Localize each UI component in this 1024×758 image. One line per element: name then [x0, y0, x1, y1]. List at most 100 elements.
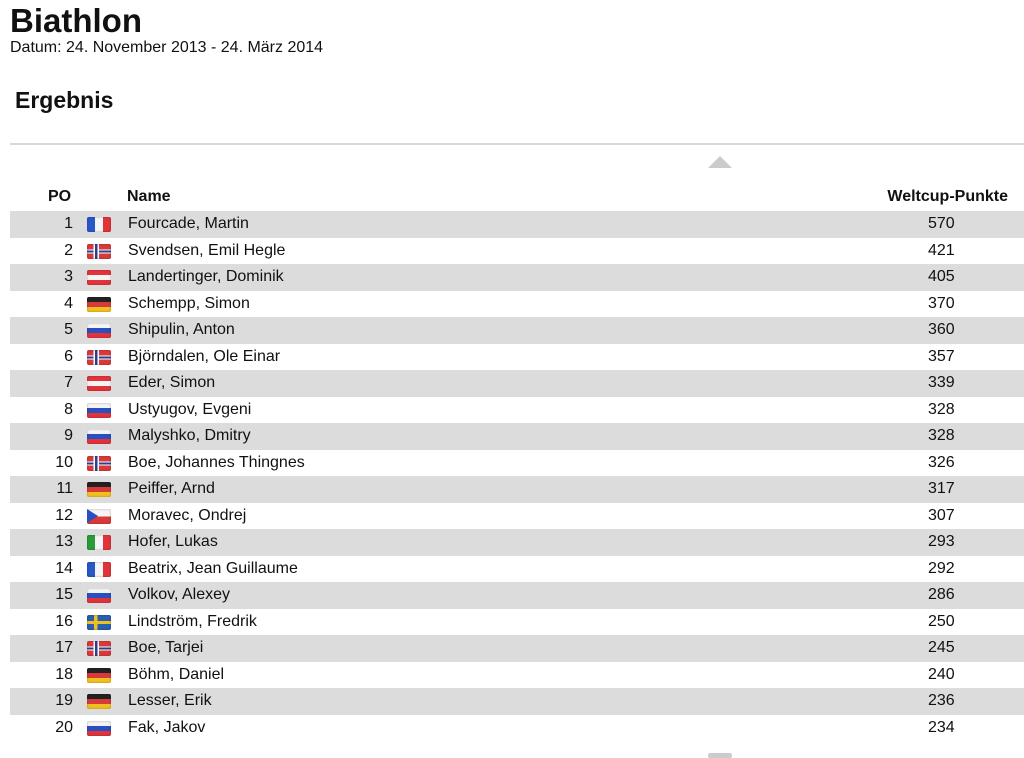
athlete-name[interactable]: Eder, Simon	[128, 374, 216, 391]
athlete-name[interactable]: Shipulin, Anton	[128, 321, 235, 338]
table-row[interactable]: 16 Lindström, Fredrik 250	[10, 609, 1024, 636]
position: 10	[55, 453, 73, 471]
header-pos[interactable]: PO	[48, 188, 72, 205]
athlete-name[interactable]: Peiffer, Arnd	[128, 480, 215, 497]
flag-cze-icon	[87, 508, 111, 524]
divider	[10, 143, 1024, 145]
points: 360	[928, 321, 955, 338]
athlete-name[interactable]: Schempp, Simon	[128, 294, 250, 312]
table-row[interactable]: 13 Hofer, Lukas 293	[10, 529, 1024, 556]
points: 570	[928, 215, 955, 232]
scroll-up-arrow-icon[interactable]	[708, 156, 732, 168]
athlete-name[interactable]: Böhm, Daniel	[128, 665, 225, 683]
table-row[interactable]: 7 Eder, Simon 339	[10, 370, 1024, 397]
header-points[interactable]: Weltcup-Punkte	[887, 188, 1008, 205]
position: 16	[55, 612, 73, 630]
athlete-name[interactable]: Boe, Tarjei	[128, 639, 204, 656]
table-row[interactable]: 5 Shipulin, Anton 360	[10, 317, 1024, 344]
position: 12	[55, 506, 73, 524]
flag-rus-icon	[87, 323, 111, 338]
position: 19	[55, 692, 73, 709]
points: 240	[928, 665, 955, 683]
scroll-down-arrow-icon[interactable]	[708, 753, 732, 758]
table-row[interactable]: 2 Svendsen, Emil Hegle 421	[10, 238, 1024, 265]
points: 317	[928, 480, 955, 497]
position: 9	[64, 427, 73, 444]
points: 357	[928, 347, 955, 365]
flag-aut-icon	[87, 376, 111, 391]
table-row[interactable]: 19 Lesser, Erik 236	[10, 688, 1024, 715]
table-row[interactable]: 4 Schempp, Simon 370	[10, 291, 1024, 318]
flag-nor-icon	[87, 641, 111, 656]
points: 405	[928, 268, 955, 285]
flag-nor-icon	[87, 243, 111, 259]
flag-ger-icon	[87, 296, 111, 312]
table-row[interactable]: 10 Boe, Johannes Thingnes 326	[10, 450, 1024, 477]
athlete-name[interactable]: Beatrix, Jean Guillaume	[128, 559, 298, 577]
position: 2	[64, 241, 73, 259]
table-row[interactable]: 14 Beatrix, Jean Guillaume 292	[10, 556, 1024, 583]
points: 370	[928, 294, 955, 312]
table-row[interactable]: 17 Boe, Tarjei 245	[10, 635, 1024, 662]
flag-ger-icon	[87, 667, 111, 683]
table-row[interactable]: 11 Peiffer, Arnd 317	[10, 476, 1024, 503]
date-range: Datum: 24. November 2013 - 24. März 2014	[10, 39, 324, 56]
flag-aut-icon	[87, 270, 111, 285]
points: 245	[928, 639, 955, 656]
athlete-name[interactable]: Lindström, Fredrik	[128, 612, 257, 630]
table-row[interactable]: 20 Fak, Jakov 234	[10, 715, 1024, 742]
position: 4	[64, 294, 73, 312]
points: 328	[928, 400, 955, 418]
flag-ger-icon	[87, 482, 111, 497]
flag-slo-icon	[87, 720, 111, 736]
table-header: PO Name Weltcup-Punkte	[10, 185, 1024, 209]
position: 14	[55, 559, 73, 577]
athlete-name[interactable]: Fourcade, Martin	[128, 215, 249, 232]
athlete-name[interactable]: Malyshko, Dmitry	[128, 427, 251, 444]
table-row[interactable]: 9 Malyshko, Dmitry 328	[10, 423, 1024, 450]
athlete-name[interactable]: Moravec, Ondrej	[128, 506, 247, 524]
table-row[interactable]: 12 Moravec, Ondrej 307	[10, 503, 1024, 530]
results-table: 1 Fourcade, Martin 570 2 Svendsen, Emil H…	[10, 211, 1024, 741]
table-row[interactable]: 3 Landertinger, Dominik 405	[10, 264, 1024, 291]
points: 292	[928, 559, 955, 577]
position: 7	[64, 374, 73, 391]
athlete-name[interactable]: Lesser, Erik	[128, 692, 212, 709]
points: 236	[928, 692, 955, 709]
athlete-name[interactable]: Boe, Johannes Thingnes	[128, 453, 305, 471]
athlete-name[interactable]: Hofer, Lukas	[128, 533, 218, 550]
header-name[interactable]: Name	[127, 188, 171, 205]
page-title: Biathlon	[10, 2, 142, 39]
flag-nor-icon	[87, 455, 111, 471]
athlete-name[interactable]: Björndalen, Ole Einar	[128, 347, 281, 365]
position: 1	[64, 215, 73, 232]
table-row[interactable]: 8 Ustyugov, Evgeni 328	[10, 397, 1024, 424]
section-title: Ergebnis	[15, 87, 114, 113]
flag-rus-icon	[87, 402, 111, 418]
table-row[interactable]: 18 Böhm, Daniel 240	[10, 662, 1024, 689]
position: 11	[56, 480, 73, 497]
position: 8	[64, 400, 73, 418]
athlete-name[interactable]: Ustyugov, Evgeni	[128, 400, 252, 418]
flag-rus-icon	[87, 429, 111, 444]
athlete-name[interactable]: Fak, Jakov	[128, 718, 206, 736]
table-row[interactable]: 15 Volkov, Alexey 286	[10, 582, 1024, 609]
flag-fra-icon	[87, 217, 111, 232]
table-row[interactable]: 6 Björndalen, Ole Einar 357	[10, 344, 1024, 371]
flag-ita-icon	[87, 535, 111, 550]
points: 250	[928, 612, 955, 630]
athlete-name[interactable]: Landertinger, Dominik	[128, 268, 284, 285]
points: 293	[928, 533, 955, 550]
points: 286	[928, 586, 955, 603]
athlete-name[interactable]: Volkov, Alexey	[128, 586, 230, 603]
flag-rus-icon	[87, 588, 111, 603]
athlete-name[interactable]: Svendsen, Emil Hegle	[128, 241, 286, 259]
points: 421	[928, 241, 955, 259]
position: 6	[64, 347, 73, 365]
position: 18	[55, 665, 73, 683]
table-row[interactable]: 1 Fourcade, Martin 570	[10, 211, 1024, 238]
position: 15	[55, 586, 73, 603]
position: 3	[64, 268, 73, 285]
position: 5	[64, 321, 73, 338]
points: 328	[928, 427, 955, 444]
